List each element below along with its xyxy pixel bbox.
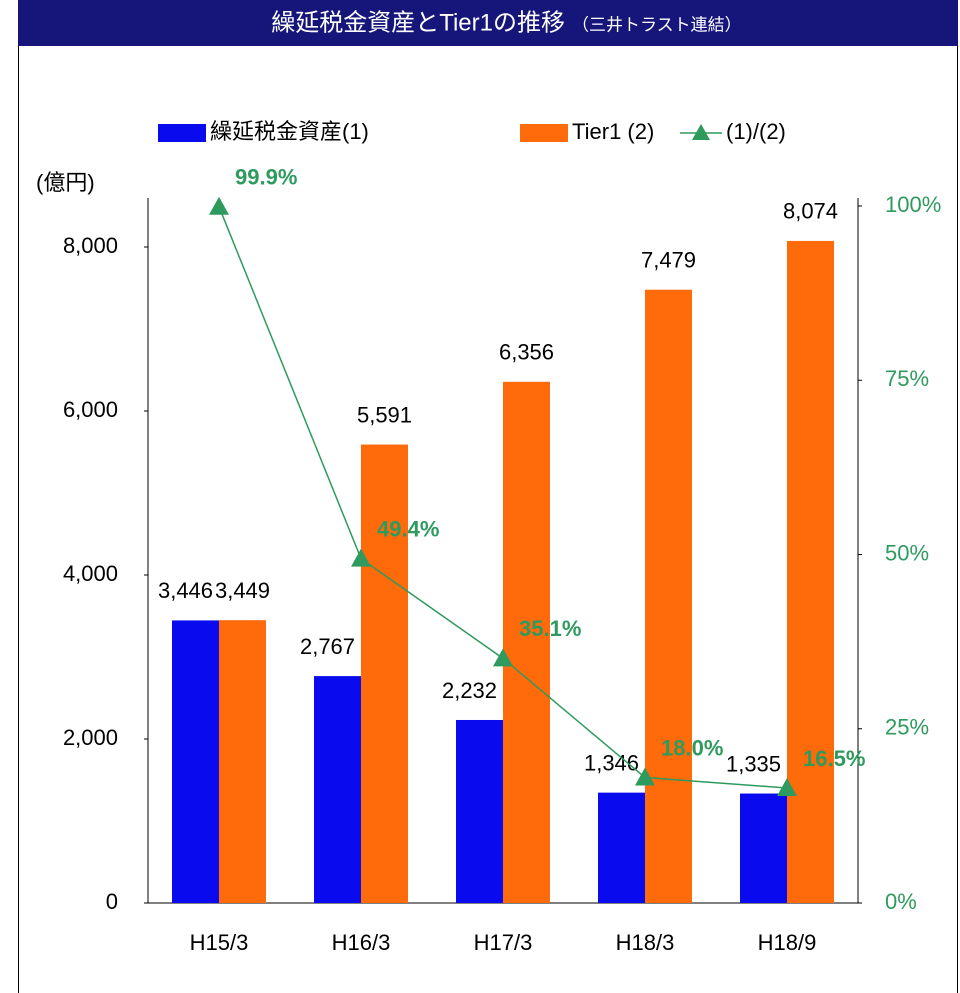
ratio-value-label: 16.5% (803, 746, 865, 771)
bar (598, 792, 645, 903)
ratio-marker (777, 777, 797, 796)
bar (314, 676, 361, 903)
legend-label: 繰延税金資産(1) (210, 119, 369, 144)
bar (503, 381, 550, 904)
y-axis-label: (億円) (36, 170, 95, 195)
y-tick-label: 6,000 (63, 397, 118, 422)
legend-label: Tier1 (2) (572, 119, 654, 144)
bar-value-label: 2,767 (300, 634, 355, 659)
chart-title: 繰延税金資産とTier1の推移 (271, 9, 565, 36)
legend-swatch (158, 124, 206, 142)
bar-value-label: 2,232 (442, 678, 497, 703)
y-tick-label: 4,000 (63, 561, 118, 586)
legend-marker (692, 124, 710, 140)
x-tick-label: H16/3 (332, 930, 391, 955)
chart-subtitle: （三井トラスト連結） (572, 15, 742, 34)
ratio-value-label: 18.0% (661, 735, 723, 760)
y-tick-label: 0 (106, 889, 118, 914)
y2-tick-label: 100% (885, 192, 941, 217)
legend-swatch (520, 124, 568, 142)
bar-value-label: 7,479 (641, 248, 696, 273)
legend-label: (1)/(2) (726, 119, 786, 144)
bar-value-label: 1,335 (726, 751, 781, 776)
x-tick-label: H17/3 (474, 930, 533, 955)
bar (219, 620, 266, 903)
y-tick-label: 2,000 (63, 725, 118, 750)
x-tick-label: H18/3 (616, 930, 675, 955)
bar (740, 793, 787, 903)
ratio-marker (493, 648, 513, 667)
bar-value-label: 3,449 (215, 578, 270, 603)
ratio-value-label: 49.4% (377, 516, 439, 541)
bar-value-label: 3,446 (158, 578, 213, 603)
bar (456, 719, 503, 903)
y2-tick-label: 0% (885, 889, 917, 914)
bar (172, 620, 219, 903)
header-bar (18, 0, 958, 46)
bar-value-label: 1,346 (584, 750, 639, 775)
bar (361, 444, 408, 903)
ratio-value-label: 35.1% (519, 616, 581, 641)
ratio-marker (635, 767, 655, 786)
ratio-marker (351, 548, 371, 567)
bar (787, 240, 834, 903)
ratio-marker (209, 196, 229, 215)
x-tick-label: H18/9 (758, 930, 817, 955)
y-tick-label: 8,000 (63, 233, 118, 258)
bar-value-label: 5,591 (357, 402, 412, 427)
y2-tick-label: 75% (885, 366, 929, 391)
bar-value-label: 8,074 (783, 199, 838, 224)
y2-tick-label: 25% (885, 715, 929, 740)
bar-value-label: 6,356 (499, 340, 554, 365)
ratio-value-label: 99.9% (235, 165, 297, 190)
bar (645, 289, 692, 903)
x-tick-label: H15/3 (190, 930, 249, 955)
y2-tick-label: 50% (885, 540, 929, 565)
